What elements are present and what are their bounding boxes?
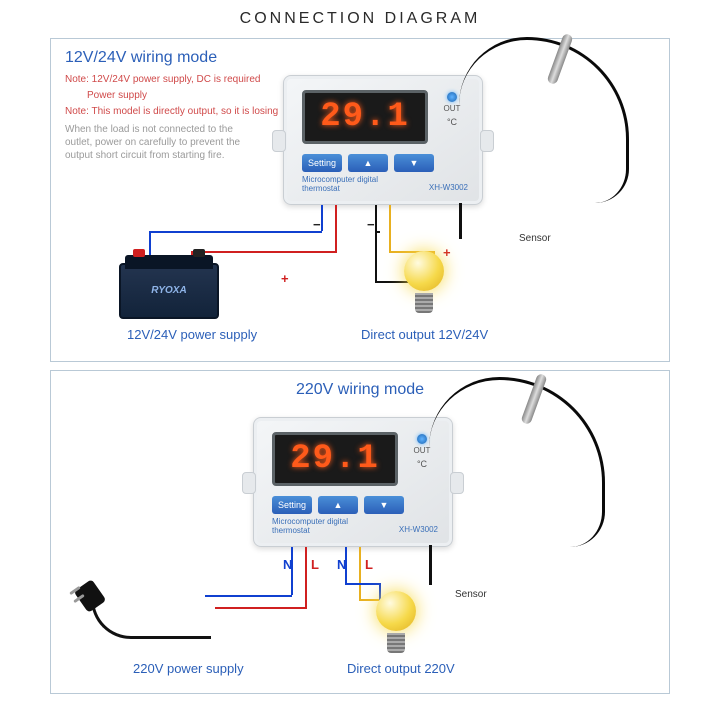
power-l-1: L [311,557,319,572]
section-12v24v: 12V/24V wiring mode Note: 12V/24V power … [50,38,670,362]
sensor-label-2: Sensor [455,589,487,600]
mount-tab-left-2 [242,472,256,494]
button-row-2: Setting ▲ ▼ [272,496,404,514]
output-label-2: Direct output 220V [347,661,455,676]
device-subtext: Microcomputer digital thermostat [302,176,378,194]
out-led-icon-2 [417,434,427,444]
power-minus-1: − [313,217,321,232]
wire-out-pos-v1 [389,205,391,251]
page-title: CONNECTION DIAGRAM [0,0,720,34]
battery-brand: RYOXA [121,285,217,296]
temperature-readout-2: 29.1 [290,440,380,478]
out-n-1: N [337,557,346,572]
sensor-cable-2 [429,377,605,547]
wire-lin-h1 [215,607,307,609]
bulb-icon-1 [399,251,449,321]
wire-lin-v1 [305,547,307,607]
section-220v: 220V wiring mode 29.1 OUT °C Setting ▲ ▼… [50,370,670,694]
out-minus-1: − [367,217,375,232]
wire-out-neg-v2 [375,231,377,281]
up-button-2[interactable]: ▲ [318,496,358,514]
wire-power-neg-h1 [149,231,322,233]
sensor-drop-1 [459,203,462,239]
sensor-drop-2 [429,545,432,585]
temperature-readout: 29.1 [320,98,410,136]
device-subtext-2: Microcomputer digital thermostat [272,518,348,536]
thermostat-device-2: 29.1 OUT °C Setting ▲ ▼ Microcomputer di… [253,417,453,547]
out-l-1: L [365,557,373,572]
wire-power-pos-h1 [191,251,337,253]
led-display: 29.1 [302,90,428,144]
wire-power-pos-v1 [335,205,337,251]
out-led-icon [447,92,457,102]
button-row: Setting ▲ ▼ [302,154,434,172]
wire-power-neg-v1 [321,205,323,231]
power-n-1: N [283,557,292,572]
wire-nout-h1 [345,583,381,585]
mode-title-2: 220V wiring mode [65,381,655,399]
down-button-2[interactable]: ▼ [364,496,404,514]
power-plus-1: + [281,271,289,286]
thermostat-device-1: 29.1 OUT °C Setting ▲ ▼ Microcomputer di… [283,75,483,205]
sensor-label-1: Sensor [519,233,579,244]
setting-button-2[interactable]: Setting [272,496,312,514]
wire-lout-v1 [359,547,361,599]
battery-label: 12V/24V power supply [127,327,257,342]
led-display-2: 29.1 [272,432,398,486]
battery-icon: RYOXA [119,263,219,319]
setting-button[interactable]: Setting [302,154,342,172]
note-grey-1: When the load is not connected to the ou… [65,123,255,162]
output-label-1: Direct output 12V/24V [361,327,488,342]
wire-out-neg-v1 [375,205,377,231]
plug-label: 220V power supply [133,661,244,676]
up-button[interactable]: ▲ [348,154,388,172]
down-button[interactable]: ▼ [394,154,434,172]
mount-tab-left [272,130,286,152]
bulb-icon-2 [371,591,421,661]
wire-nin-h1 [205,595,292,597]
